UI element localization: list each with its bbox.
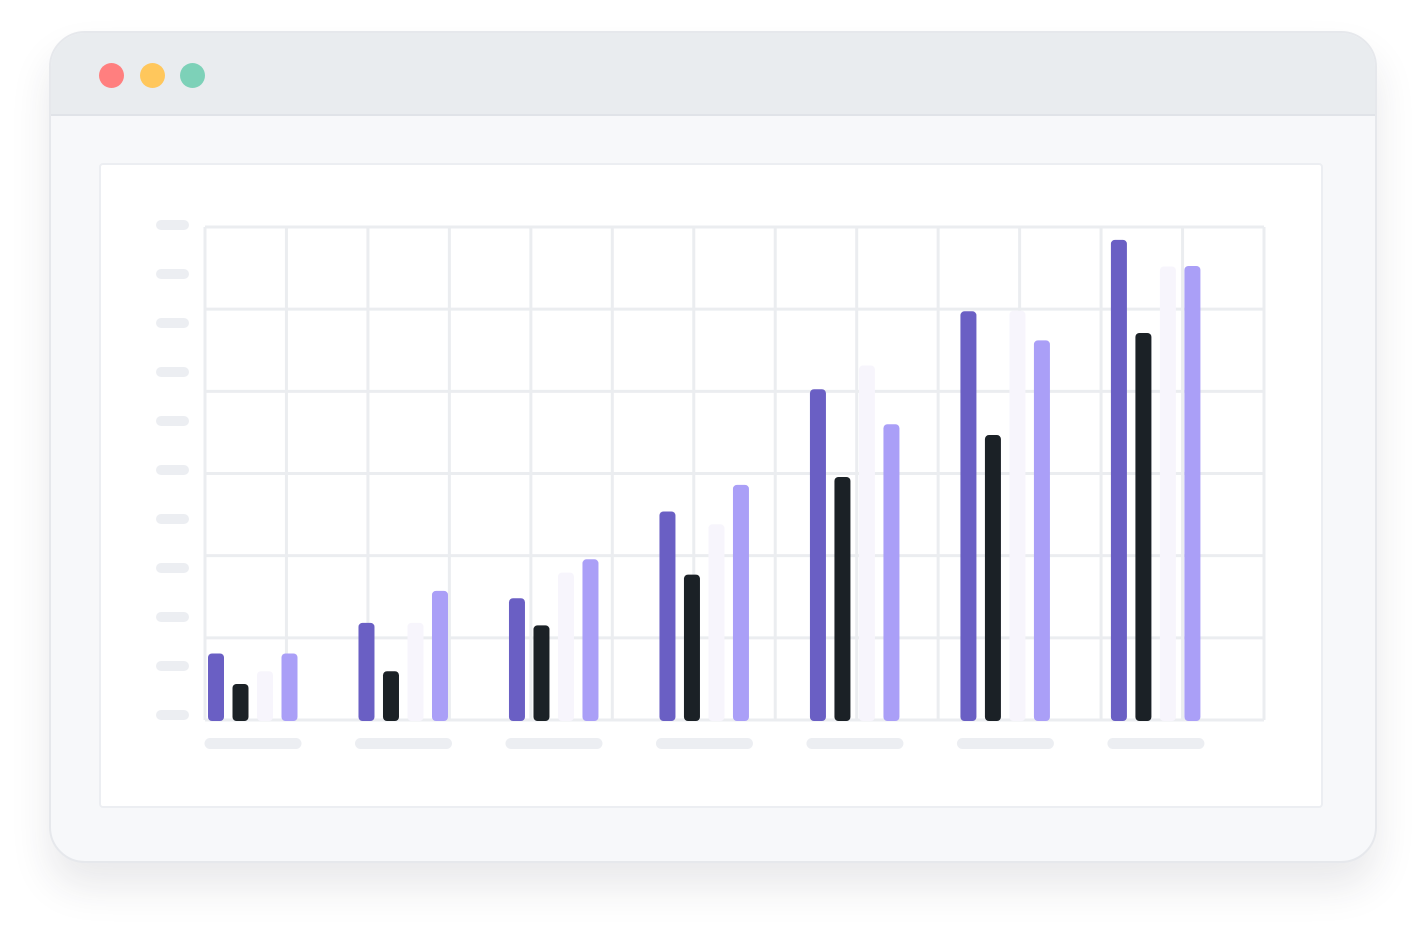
bar-series-1 <box>208 653 224 721</box>
bar-series-4 <box>431 590 448 721</box>
bar-series-4 <box>883 424 900 721</box>
y-tick-label <box>156 563 189 573</box>
bar-series-2 <box>232 684 249 721</box>
bar-series-2 <box>1135 332 1152 721</box>
bar-series-1 <box>358 622 375 721</box>
x-tick-label <box>505 738 603 749</box>
bar-series-4 <box>1033 340 1050 721</box>
bar-series-2 <box>683 574 700 721</box>
bar-series-1 <box>960 311 977 721</box>
x-tick-label <box>354 738 452 749</box>
bar-series-1 <box>508 598 525 721</box>
x-tick-label <box>655 738 753 749</box>
bar-series-4 <box>1184 265 1201 721</box>
y-tick-label <box>156 514 189 524</box>
y-tick-label <box>156 416 189 426</box>
bar-series-3 <box>1009 310 1026 721</box>
x-tick-label <box>1107 738 1205 749</box>
x-tick-label <box>956 738 1054 749</box>
bar-series-1 <box>659 511 676 721</box>
bar-series-3 <box>257 671 273 721</box>
y-tick-label <box>156 220 189 230</box>
y-tick-label <box>156 612 189 622</box>
bar-series-1 <box>1110 239 1127 721</box>
bar-series-4 <box>732 484 749 721</box>
bar-series-2 <box>382 671 399 721</box>
bar-series-4 <box>582 559 599 721</box>
x-tick-label <box>806 738 904 749</box>
bar-series-3 <box>557 572 574 721</box>
bar-series-4 <box>281 653 298 721</box>
bar-series-2 <box>533 625 550 721</box>
bar-series-3 <box>708 524 725 721</box>
y-tick-label <box>156 710 189 720</box>
x-tick-label <box>204 738 302 749</box>
bar-series-3 <box>407 622 424 721</box>
close-dot-icon[interactable] <box>99 63 124 88</box>
bar-series-1 <box>809 389 826 721</box>
y-tick-label <box>156 465 189 475</box>
minimize-dot-icon[interactable] <box>140 63 165 88</box>
y-tick-label <box>156 318 189 328</box>
bar-series-2 <box>834 476 851 721</box>
title-bar <box>51 33 1375 116</box>
bar-series-3 <box>1159 266 1176 721</box>
y-tick-label <box>156 661 189 671</box>
bar-series-3 <box>858 365 875 721</box>
y-tick-label <box>156 269 189 279</box>
browser-window <box>49 31 1377 863</box>
bar-series-2 <box>984 435 1001 721</box>
y-tick-label <box>156 367 189 377</box>
zoom-dot-icon[interactable] <box>180 63 205 88</box>
